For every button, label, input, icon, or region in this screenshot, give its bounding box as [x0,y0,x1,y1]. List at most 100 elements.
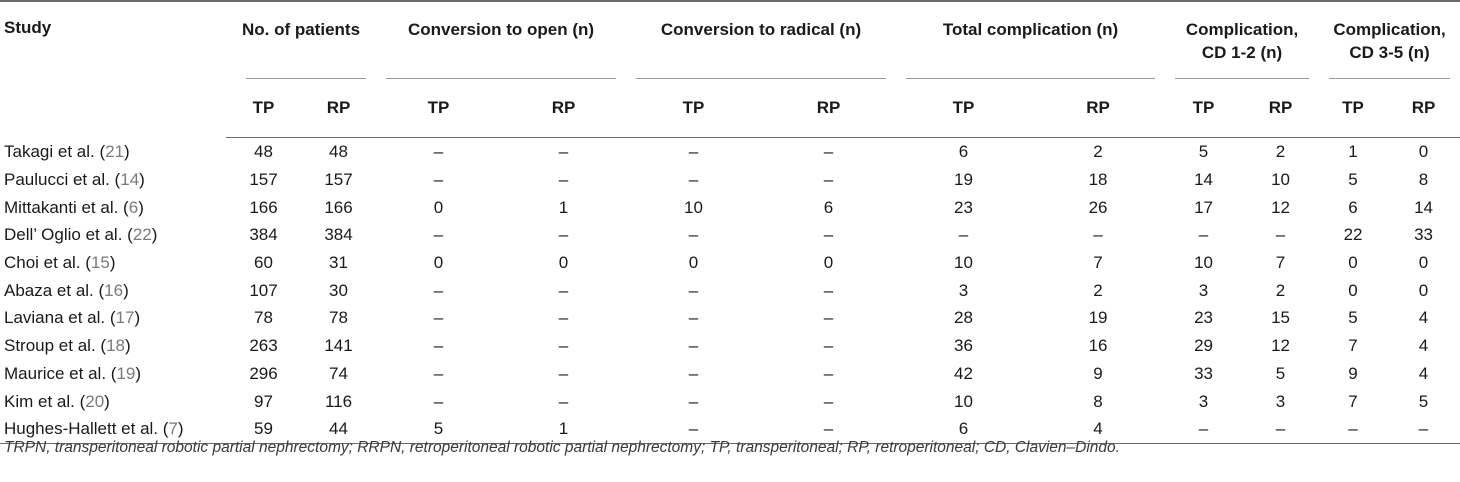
value-cell: 16 [1088,336,1108,356]
study-close: ) [124,336,131,356]
value-cell: 0 [433,197,444,217]
table-header: Study No. of patients Conversion to open (… [0,0,1460,138]
table-row: Hughes-Hallett et al. (7) 59 44 5 1– –6 4– – – – [0,414,1460,444]
group-header-line: Conversion to open (n) [407,20,595,39]
value-cell: – [433,170,444,190]
value-cell: – [558,280,569,300]
study-close: ) [104,391,110,411]
value-cell: 107 [249,280,278,300]
value-cell: 141 [324,336,353,356]
group-header-line: Total complication (n) [942,20,1119,39]
reference-number: 21 [105,142,125,162]
value-cell: – [823,363,834,383]
group-header-line: Complication, [1333,20,1446,39]
value-cell: 26 [1088,197,1108,217]
value-cell: – [761,414,897,444]
study-column-header: Study [0,0,226,138]
value-cell: 31 [329,253,348,273]
value-cell: 12 [1271,336,1290,356]
value-cell: 10 [1271,170,1290,190]
value-cell: – [688,363,699,383]
value-cell: 36 [954,336,973,356]
value-cell: – [823,308,834,328]
table-row: Dell’ Oglio et al. (22) 384 384– – – – – – – –22 3… [0,221,1460,249]
value-cell: – [558,308,569,328]
value-cell: 0 [558,253,569,273]
value-cell: – [823,170,834,190]
study-close: ) [139,170,145,190]
study-cell: Paulucci et al. (14) [0,166,226,194]
group-header-line: Complication, [1185,20,1299,39]
value-cell: 3 [958,280,969,300]
study-name: Abaza et al. ( [4,280,105,300]
study-cell: Laviana et al. (17) [0,304,226,332]
value-cell: 5 [1275,363,1286,383]
value-cell: 166 [249,197,278,217]
study-cell: Abaza et al. (16) [0,276,226,304]
study-close: ) [177,419,184,439]
value-cell: – [688,225,699,245]
value-cell: – [1165,414,1243,444]
value-cell: 3 [1275,391,1286,411]
value-cell: 8 [1093,391,1103,411]
group-header: Conversion to radical (n) [626,0,897,79]
value-cell: 19 [1088,308,1108,328]
value-cell: 2 [1093,142,1103,162]
value-cell: 59 [226,414,301,444]
value-cell: 6 [823,197,834,217]
study-name: Choi et al. ( [4,253,91,273]
value-cell: 30 [329,280,348,300]
value-cell: – [433,363,444,383]
value-cell: 0 [1418,142,1429,162]
value-cell: 4 [1031,414,1166,444]
value-cell: 166 [324,197,353,217]
study-cell: Takagi et al. (21) [0,138,226,166]
value-cell: 2 [1275,142,1286,162]
value-cell: – [1387,414,1460,444]
value-cell: – [626,414,762,444]
value-cell: 17 [1194,197,1213,217]
value-cell: 5 [1198,142,1209,162]
value-cell: 4 [1418,363,1429,383]
reference-number: 6 [128,197,139,217]
value-cell: 10 [954,391,973,411]
table-body: Takagi et al. (21) 48 48– – – –6 2 5 2 1 0 Paulucci… [0,138,1460,444]
value-cell: – [433,308,444,328]
subcolumn-header: RP [501,79,627,138]
value-cell: 74 [329,363,348,383]
reference-number: 17 [115,308,135,328]
value-cell: 0 [823,253,834,273]
value-cell: 48 [329,142,348,162]
value-cell: – [558,225,569,245]
study-close: ) [123,280,129,300]
subcolumn-header: RP [1031,79,1166,138]
group-header: Complication, CD 1-2 (n) [1165,0,1320,79]
value-cell: 44 [301,414,376,444]
value-cell: 2 [1275,280,1286,300]
study-name: Laviana et al. ( [4,308,116,328]
value-cell: 2 [1093,280,1103,300]
group-header: Complication, CD 3-5 (n) [1319,0,1460,79]
value-cell: – [823,336,834,356]
value-cell: 15 [1271,308,1290,328]
study-name: Hughes-Hallett et al. ( [4,419,169,439]
study-cell: Choi et al. (15) [0,249,226,277]
value-cell: 3 [1198,391,1209,411]
reference-number: 7 [168,419,178,439]
value-cell: – [558,336,569,356]
value-cell: 12 [1271,197,1290,217]
value-cell: 0 [1348,280,1358,300]
table-row: Choi et al. (15) 60 31 0 0 0 0 10 7 10 7 0 0 [0,249,1460,277]
value-cell: 33 [1414,225,1433,245]
table-row: Kim et al. (20) 97 116 – – – – 10 8 3 3 7 5 [0,387,1460,415]
value-cell: 6 [1348,197,1358,217]
group-rule [906,78,1156,79]
reference-number: 22 [132,225,152,245]
value-cell: 78 [329,308,348,328]
value-cell: – [433,280,444,300]
value-cell: 9 [1093,363,1103,383]
value-cell: 97 [254,391,273,411]
value-cell: – [433,391,444,411]
value-cell: 7 [1275,253,1286,273]
